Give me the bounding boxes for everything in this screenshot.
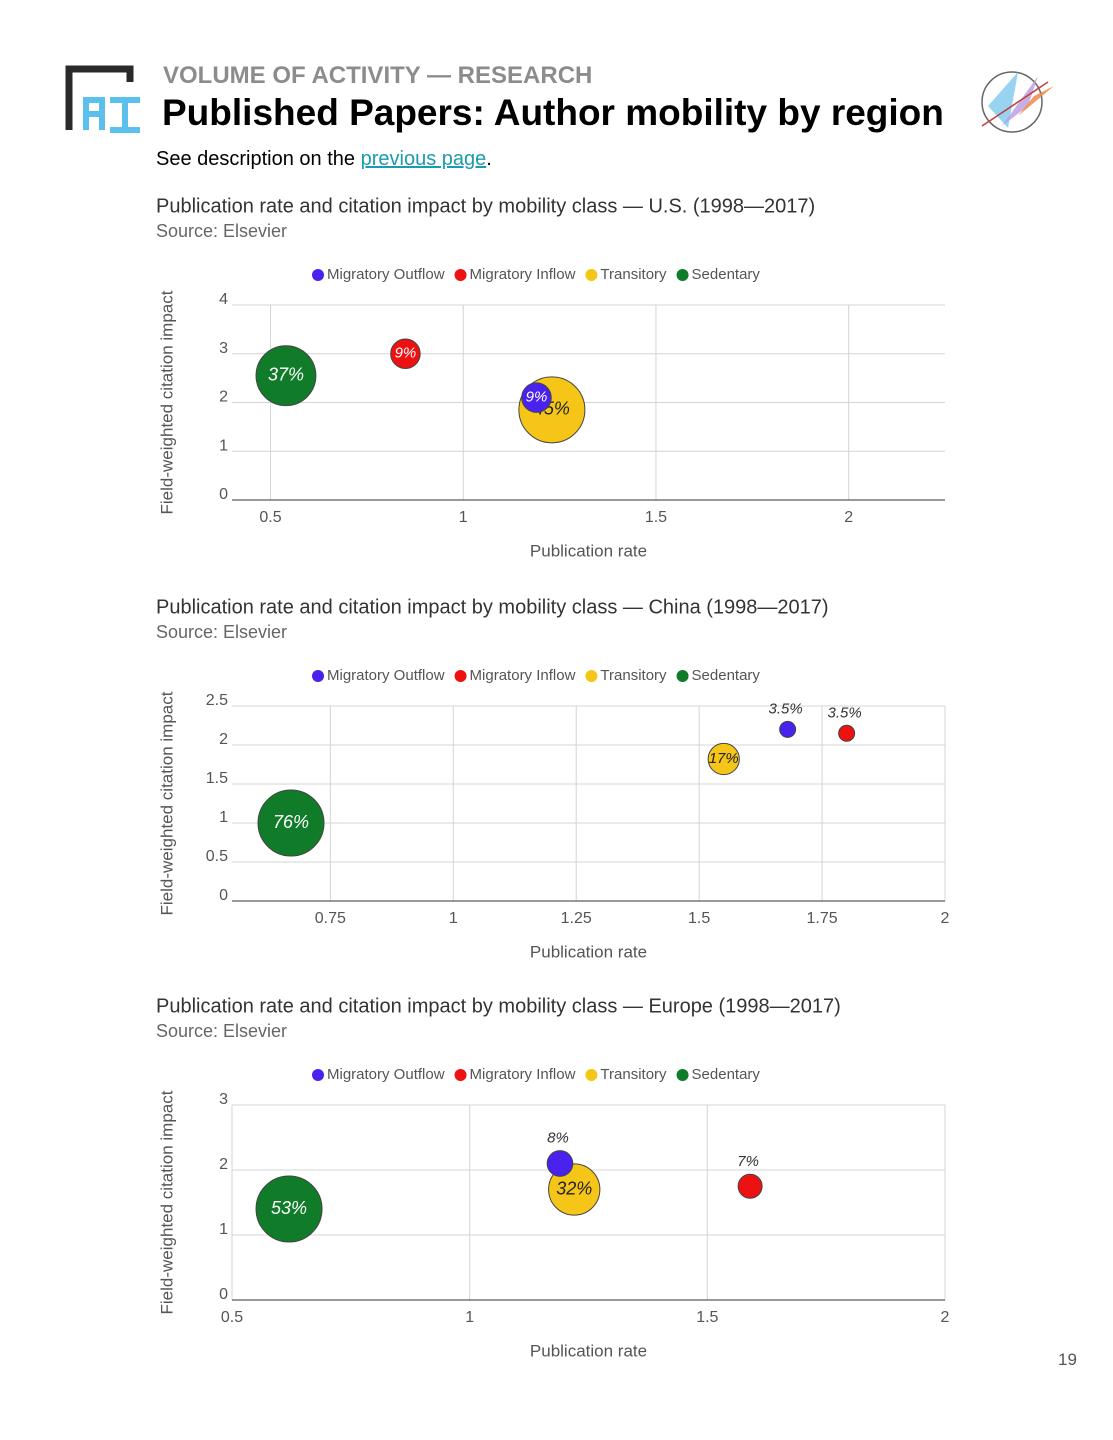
y-axis-label: Field-weighted citation impact: [157, 691, 176, 915]
legend-label: Sedentary: [692, 266, 761, 283]
x-tick-label: 1.5: [696, 1309, 718, 1326]
bubble: [390, 338, 421, 370]
chart-title: Publication rate and citation impact by …: [156, 195, 815, 217]
data-label: 3.5%: [769, 700, 803, 717]
data-label: 3.5%: [828, 704, 862, 721]
y-tick-label: 0.5: [206, 848, 228, 865]
data-label: 53%: [271, 1198, 307, 1218]
legend-dot: [676, 1069, 689, 1081]
bubble: [707, 742, 740, 776]
legend-dot: [312, 1069, 324, 1081]
chart-title: Publication rate and citation impact by …: [156, 596, 829, 618]
legend-dot: [585, 269, 598, 281]
x-tick-label: 1: [459, 509, 468, 526]
legend-label: Sedentary: [692, 667, 761, 684]
legend-dot: [454, 670, 467, 682]
legend-label: Transitory: [600, 266, 667, 283]
index-logo: [981, 71, 1054, 133]
x-tick-label: 1: [465, 1309, 474, 1326]
legend-label: Migratory Inflow: [470, 1066, 576, 1083]
x-tick-label: 0.5: [259, 509, 281, 526]
x-tick-label: 2: [844, 509, 853, 526]
y-tick-label: 3: [219, 1091, 228, 1108]
legend-dot: [312, 269, 324, 281]
bubble: [521, 382, 552, 413]
x-tick-label: 1.75: [806, 910, 837, 927]
x-tick-label: 1.25: [561, 910, 592, 927]
data-label: 9%: [526, 389, 548, 406]
y-tick-label: 0: [219, 887, 228, 904]
previous-page-link[interactable]: previous page: [360, 148, 487, 170]
bubble: [257, 789, 325, 857]
data-label: 37%: [268, 364, 304, 384]
x-tick-label: 1.5: [688, 910, 710, 927]
legend-dot: [454, 1069, 467, 1081]
y-tick-label: 2: [219, 1156, 228, 1173]
y-tick-label: 1: [219, 809, 228, 826]
data-label: 7%: [737, 1153, 759, 1170]
page-number: 19: [1058, 1350, 1077, 1369]
y-tick-label: 2: [219, 731, 228, 748]
legend-label: Transitory: [600, 1066, 667, 1083]
bubble: [838, 724, 856, 742]
x-tick-label: 0.75: [315, 910, 346, 927]
legend-label: Migratory Outflow: [327, 266, 445, 283]
data-label: 76%: [273, 812, 309, 832]
page-title: Published Papers: Author mobility by reg…: [162, 92, 944, 133]
x-tick-label: 2: [941, 910, 950, 927]
data-label: 32%: [556, 1178, 592, 1198]
x-tick-label: 1: [449, 910, 458, 927]
x-tick-label: 0.5: [221, 1309, 243, 1326]
description-text: See description on the: [156, 148, 361, 170]
bubble: [779, 720, 797, 738]
description: See description on the previous page.: [156, 148, 492, 171]
chart-source: Source: Elsevier: [156, 1021, 287, 1041]
chart-title: Publication rate and citation impact by …: [156, 995, 841, 1017]
legend-label: Migratory Inflow: [470, 266, 576, 283]
legend-dot: [585, 670, 598, 682]
x-axis-label: Publication rate: [530, 1341, 647, 1360]
bubble: [255, 345, 317, 407]
legend-dot: [312, 670, 324, 682]
y-axis-label: Field-weighted citation impact: [157, 1090, 176, 1314]
legend-label: Migratory Inflow: [470, 667, 576, 684]
legend-label: Migratory Outflow: [327, 667, 445, 684]
bubble: [255, 1175, 323, 1243]
y-tick-label: 2.5: [206, 692, 228, 709]
x-tick-label: 1.5: [645, 509, 667, 526]
bubble: [737, 1173, 763, 1199]
y-tick-label: 2: [219, 389, 228, 406]
y-tick-label: 0: [219, 486, 228, 503]
data-label: 17%: [709, 750, 739, 767]
bubble: [546, 1150, 574, 1177]
y-tick-label: 0: [219, 1286, 228, 1303]
data-label: 8%: [547, 1130, 569, 1147]
data-label: 9%: [395, 345, 417, 362]
ai-logo: [65, 65, 140, 133]
y-tick-label: 1.5: [206, 770, 228, 787]
x-tick-label: 2: [941, 1309, 950, 1326]
legend-dot: [454, 269, 467, 281]
y-tick-label: 1: [219, 437, 228, 454]
kicker: VOLUME OF ACTIVITY — RESEARCH: [163, 62, 593, 89]
legend-dot: [676, 670, 689, 682]
legend-label: Migratory Outflow: [327, 1066, 445, 1083]
x-axis-label: Publication rate: [530, 541, 647, 560]
y-tick-label: 1: [219, 1221, 228, 1238]
y-axis-label: Field-weighted citation impact: [157, 290, 176, 514]
legend-dot: [585, 1069, 598, 1081]
chart-source: Source: Elsevier: [156, 221, 287, 241]
chart-source: Source: Elsevier: [156, 622, 287, 642]
description-text: .: [486, 148, 492, 170]
legend-label: Transitory: [600, 667, 667, 684]
y-tick-label: 4: [219, 291, 228, 308]
legend-label: Sedentary: [692, 1066, 761, 1083]
legend-dot: [676, 269, 689, 281]
y-tick-label: 3: [219, 340, 228, 357]
x-axis-label: Publication rate: [530, 942, 647, 961]
